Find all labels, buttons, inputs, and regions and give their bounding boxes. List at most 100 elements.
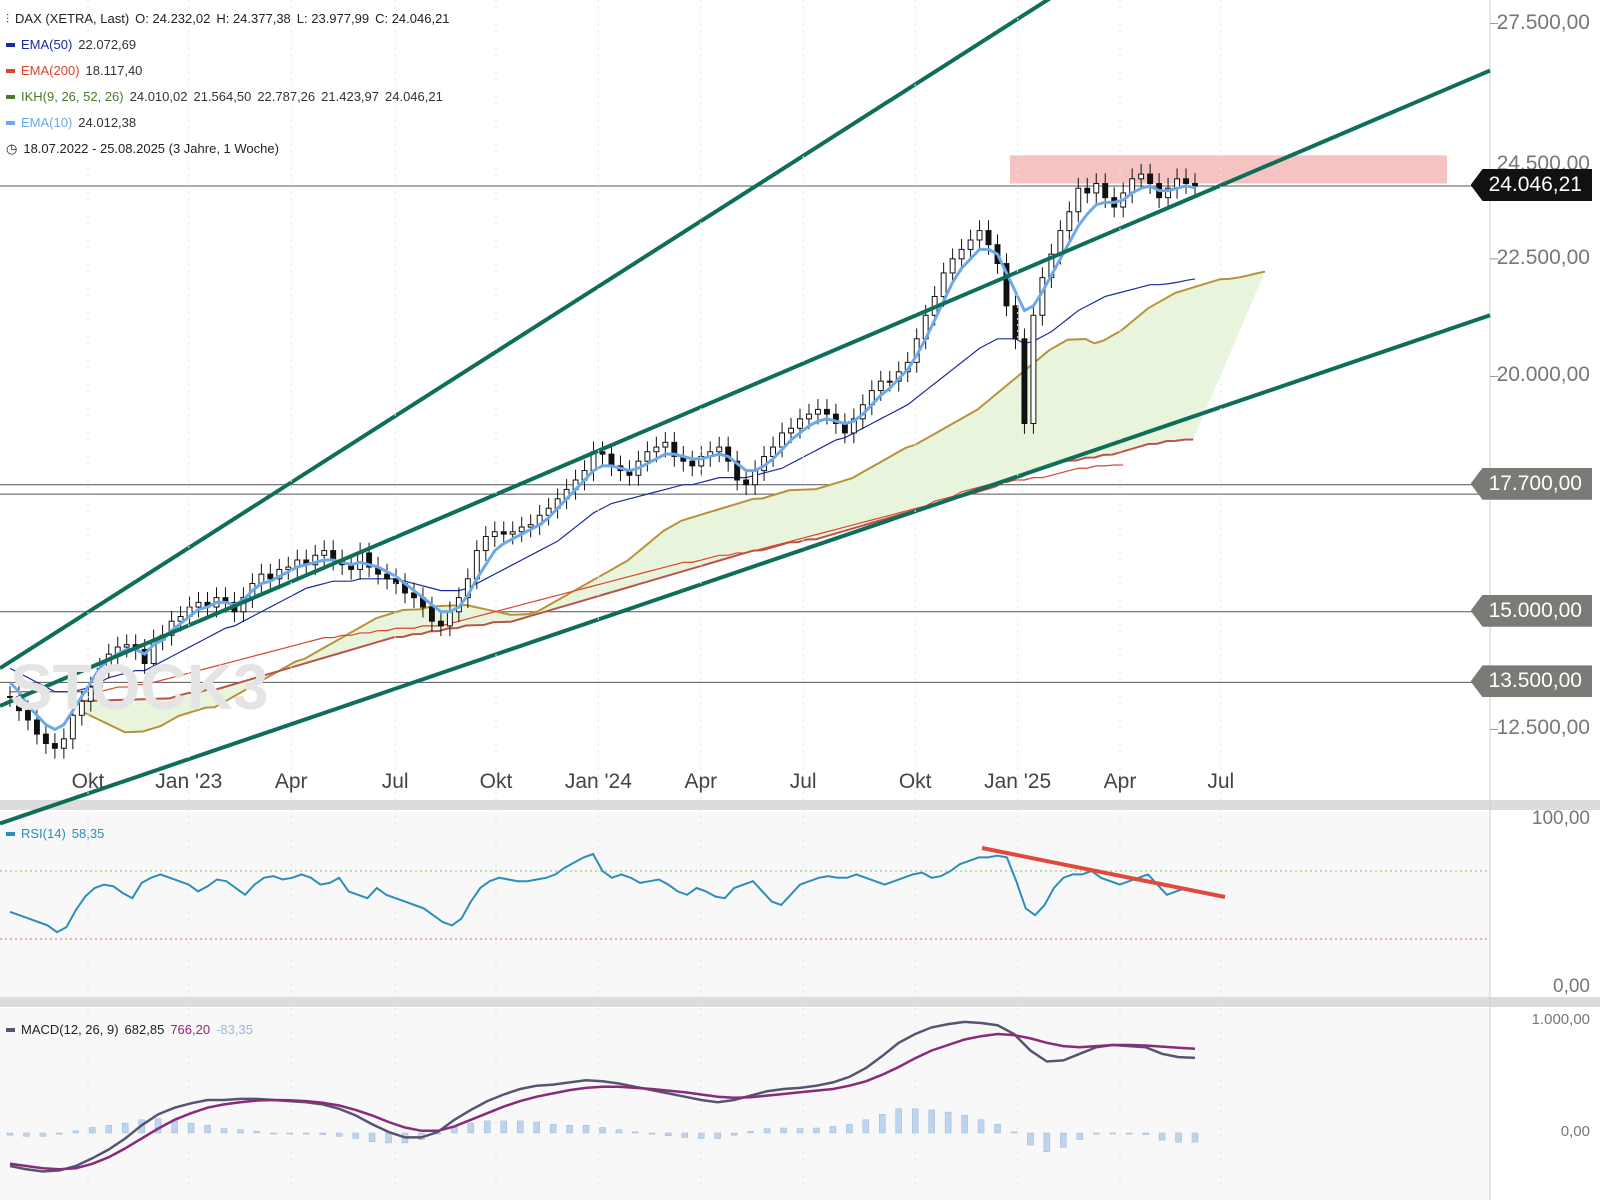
candle-body: [815, 408, 821, 415]
macd-histogram-bar: [385, 1132, 392, 1144]
legend-swatch: [6, 121, 15, 125]
macd-histogram-bar: [105, 1125, 112, 1134]
macd-histogram-bar: [1076, 1132, 1084, 1140]
candle-body: [51, 743, 58, 749]
macd-histogram-bar: [1093, 1132, 1100, 1135]
x-tick-label: Okt: [71, 770, 105, 793]
candle-body: [725, 446, 732, 462]
macd-histogram-bar: [335, 1132, 343, 1137]
rsi-swatch: [6, 831, 15, 836]
legend-row: EMA(50) 22.072,69: [6, 32, 450, 58]
macd-histogram-bar: [6, 1132, 14, 1136]
candle-body: [1138, 173, 1145, 180]
macd-histogram-bar: [89, 1127, 96, 1134]
candle-body: [78, 700, 85, 716]
signal-value: 766,20: [170, 1022, 211, 1037]
candle-body: [653, 446, 660, 453]
candle-body: [267, 573, 274, 580]
candle-body: [958, 248, 965, 260]
candle-body: [1003, 263, 1010, 307]
candle-body: [1021, 338, 1028, 425]
candle-body: [500, 531, 507, 535]
symbol-label: DAX (XETRA, Last): [15, 11, 130, 26]
macd-histogram-bar: [204, 1125, 211, 1134]
panel-divider: [0, 997, 1600, 1007]
macd-histogram-bar: [895, 1108, 902, 1134]
x-tick-label: Apr: [274, 770, 308, 793]
candle-body: [1066, 211, 1073, 232]
legend-value: 21.423,97: [321, 89, 379, 104]
macd-histogram-bar: [533, 1121, 540, 1134]
candle-body: [967, 239, 974, 250]
x-tick-label: Jan '25: [984, 770, 1052, 793]
open-value: O: 24.232,02: [135, 11, 211, 26]
macd-histogram-bar: [1027, 1132, 1034, 1146]
legend-value: 22.072,69: [78, 37, 137, 52]
candle-body: [1102, 183, 1109, 199]
ema200-line: [10, 464, 1124, 693]
macd-histogram-bar: [1175, 1132, 1182, 1143]
macd-histogram-bar: [303, 1132, 310, 1135]
candle-body: [428, 606, 435, 622]
candle-body: [69, 714, 76, 740]
legend-row: IKH(9, 26, 52, 26) 24.010,02 21.564,50 22.7…: [6, 84, 450, 110]
candle-body: [87, 686, 94, 702]
candle-body: [788, 427, 794, 434]
candle-body: [482, 535, 489, 552]
candle-body: [141, 648, 148, 665]
period-label: 18.07.2022 - 25.08.2025 (3 Jahre, 1 Woch…: [23, 141, 279, 156]
x-tick-label: Okt: [898, 770, 932, 793]
macd-histogram-bar: [796, 1128, 804, 1134]
price-tick-label: 24.500,00: [1496, 151, 1590, 175]
candle-body: [1075, 187, 1082, 213]
macd-name: MACD(12, 26, 9): [21, 1022, 119, 1037]
candle-body: [509, 531, 516, 535]
candle-body: [42, 733, 49, 745]
price-tick-label: 22.500,00: [1496, 245, 1590, 269]
candle-body: [195, 601, 202, 608]
legend-swatch: [6, 43, 15, 47]
legend-value: 24.046,21: [385, 89, 443, 104]
candle-body: [671, 441, 678, 457]
macd-histogram-bar: [352, 1132, 359, 1139]
x-tick-label: Apr: [684, 770, 718, 793]
macd-histogram-bar: [961, 1115, 968, 1134]
ema50-line: [9, 278, 1196, 693]
macd-legend: MACD(12, 26, 9) 682,85 766,20 -83,35: [6, 1022, 253, 1037]
candle-body: [1183, 178, 1189, 185]
legend-swatch: [6, 69, 15, 73]
candle-body: [689, 460, 696, 467]
macd-histogram-bar: [516, 1120, 524, 1134]
candle-body: [644, 451, 651, 462]
trend-line-lower: [0, 313, 1491, 826]
x-tick-label: Apr: [1103, 770, 1137, 793]
candle-body: [527, 524, 534, 528]
macd-histogram-bar: [1191, 1132, 1199, 1143]
price-tag: 17.700,00: [1470, 467, 1592, 500]
x-tick-label: Jul: [381, 770, 409, 793]
macd-histogram-bar: [319, 1132, 326, 1135]
macd-histogram-bar: [500, 1120, 507, 1134]
price-tag: 13.500,00: [1470, 665, 1592, 698]
macd-histogram-bar: [56, 1132, 63, 1135]
legend-name: EMA(10): [21, 115, 73, 130]
macd-histogram-bar: [467, 1122, 475, 1134]
candle-body: [1057, 230, 1064, 255]
main-legend: ⫶ DAX (XETRA, Last) O: 24.232,02 H: 24.3…: [6, 6, 450, 162]
legend-value: 24.012,38: [78, 115, 137, 130]
candle-body: [123, 644, 130, 648]
macd-histogram-bar: [994, 1123, 1001, 1134]
candle-body: [7, 695, 13, 698]
signal-line: [9, 1032, 1196, 1171]
legend-value: 22.787,26: [257, 89, 316, 104]
low-value: L: 23.977,99: [296, 11, 370, 26]
candle-body: [33, 719, 40, 735]
macd-histogram-bar: [747, 1131, 754, 1134]
x-tick-label: Jan '23: [155, 770, 223, 793]
histogram-value: -83,35: [216, 1022, 253, 1037]
legend-name: IKH(9, 26, 52, 26): [21, 89, 124, 104]
macd-histogram-bar: [944, 1111, 952, 1134]
macd-histogram-bar: [763, 1128, 771, 1134]
legend-row: EMA(200) 18.117,40: [6, 58, 450, 84]
